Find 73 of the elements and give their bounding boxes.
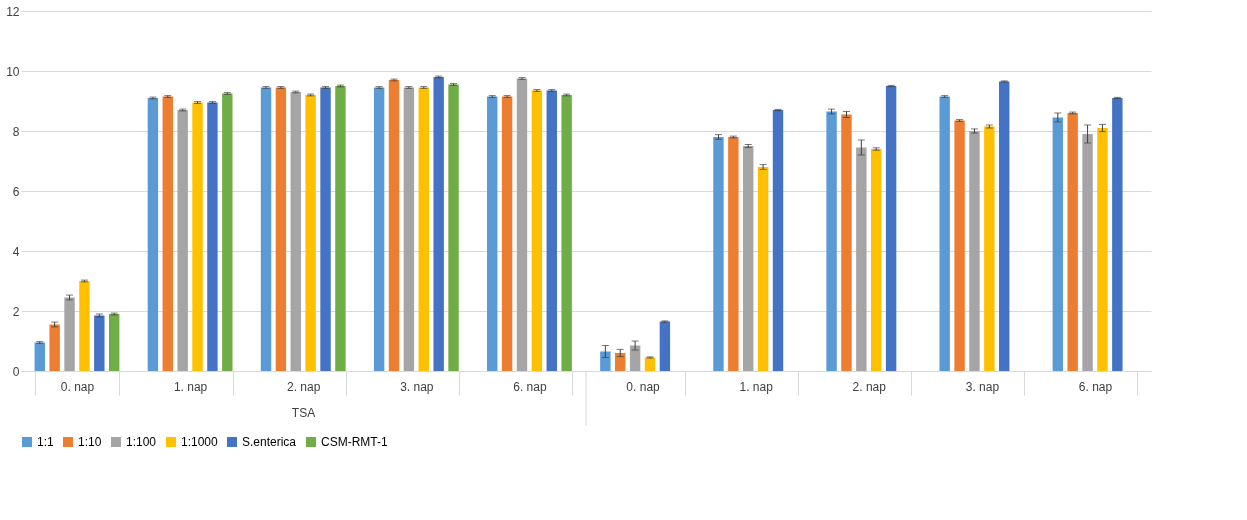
bar — [516, 78, 528, 371]
bar — [1082, 134, 1093, 371]
bar — [644, 357, 656, 371]
bar — [743, 146, 754, 371]
bar — [335, 86, 346, 371]
y-tick-label: 10 — [6, 64, 20, 79]
y-tick-label: 0 — [12, 364, 20, 379]
bar — [275, 87, 287, 371]
x-tick-label: 3. nap — [965, 379, 1000, 394]
bar — [79, 281, 90, 371]
bar — [885, 86, 897, 371]
bar — [600, 351, 611, 371]
bar — [856, 147, 867, 371]
bar — [546, 90, 557, 371]
bar — [260, 87, 272, 371]
bar — [487, 96, 498, 371]
bar — [403, 87, 415, 371]
bar — [94, 315, 105, 371]
legend-label: 1:10 — [78, 435, 102, 449]
bar — [561, 95, 572, 371]
bar — [939, 96, 950, 371]
bar — [531, 90, 543, 371]
x-tick-label: 0. nap — [626, 379, 661, 394]
bar — [162, 96, 173, 371]
legend-label: 1:1000 — [181, 435, 219, 449]
x-tick-label: 2. nap — [287, 379, 321, 394]
bar — [954, 120, 965, 371]
x-tick-label: 2. nap — [852, 379, 887, 394]
y-tick-label: 12 — [6, 4, 20, 19]
x-tick-label: 3. nap — [400, 379, 434, 394]
y-tick-label: 8 — [12, 124, 20, 139]
bar — [108, 314, 120, 371]
bar — [433, 77, 444, 371]
x-tick-label: 1. nap — [173, 379, 208, 394]
x-tick-label: 6. nap — [1078, 379, 1113, 394]
bar — [177, 110, 188, 371]
bar — [207, 102, 218, 371]
bar — [615, 353, 626, 371]
bar — [320, 87, 331, 371]
bar — [192, 102, 203, 371]
text: TSA — [291, 406, 316, 420]
bar — [1067, 113, 1078, 371]
legend-label: 1:100 — [126, 435, 157, 449]
bar — [222, 93, 233, 371]
bar — [984, 126, 995, 371]
bar — [34, 342, 45, 371]
bar — [841, 114, 852, 371]
bar — [418, 87, 429, 371]
bar — [1112, 98, 1123, 371]
y-tick-label: 2 — [12, 304, 20, 319]
bar — [305, 95, 316, 371]
bar — [728, 137, 739, 371]
x-tick-label: 1. nap — [739, 379, 774, 394]
bar — [501, 96, 513, 371]
bar — [373, 87, 385, 371]
x-tick-label: 6. nap — [513, 379, 547, 394]
bar — [147, 98, 159, 371]
bar — [871, 149, 882, 371]
y-tick-label: 4 — [12, 244, 20, 259]
bar — [290, 92, 301, 371]
x-tick-label: 0. nap — [60, 379, 95, 394]
bar — [772, 110, 784, 371]
bar — [999, 81, 1010, 371]
bar — [1052, 117, 1064, 371]
bar — [1097, 128, 1108, 371]
bar — [448, 84, 459, 371]
bar — [659, 321, 671, 371]
legend-label: 1:1 — [37, 435, 55, 449]
bar — [388, 80, 400, 371]
bar — [629, 345, 641, 371]
legend-label: CSM-RMT-1 — [321, 435, 388, 449]
legend-label: S.enterica — [242, 435, 297, 449]
y-tick-label: 6 — [12, 184, 20, 199]
